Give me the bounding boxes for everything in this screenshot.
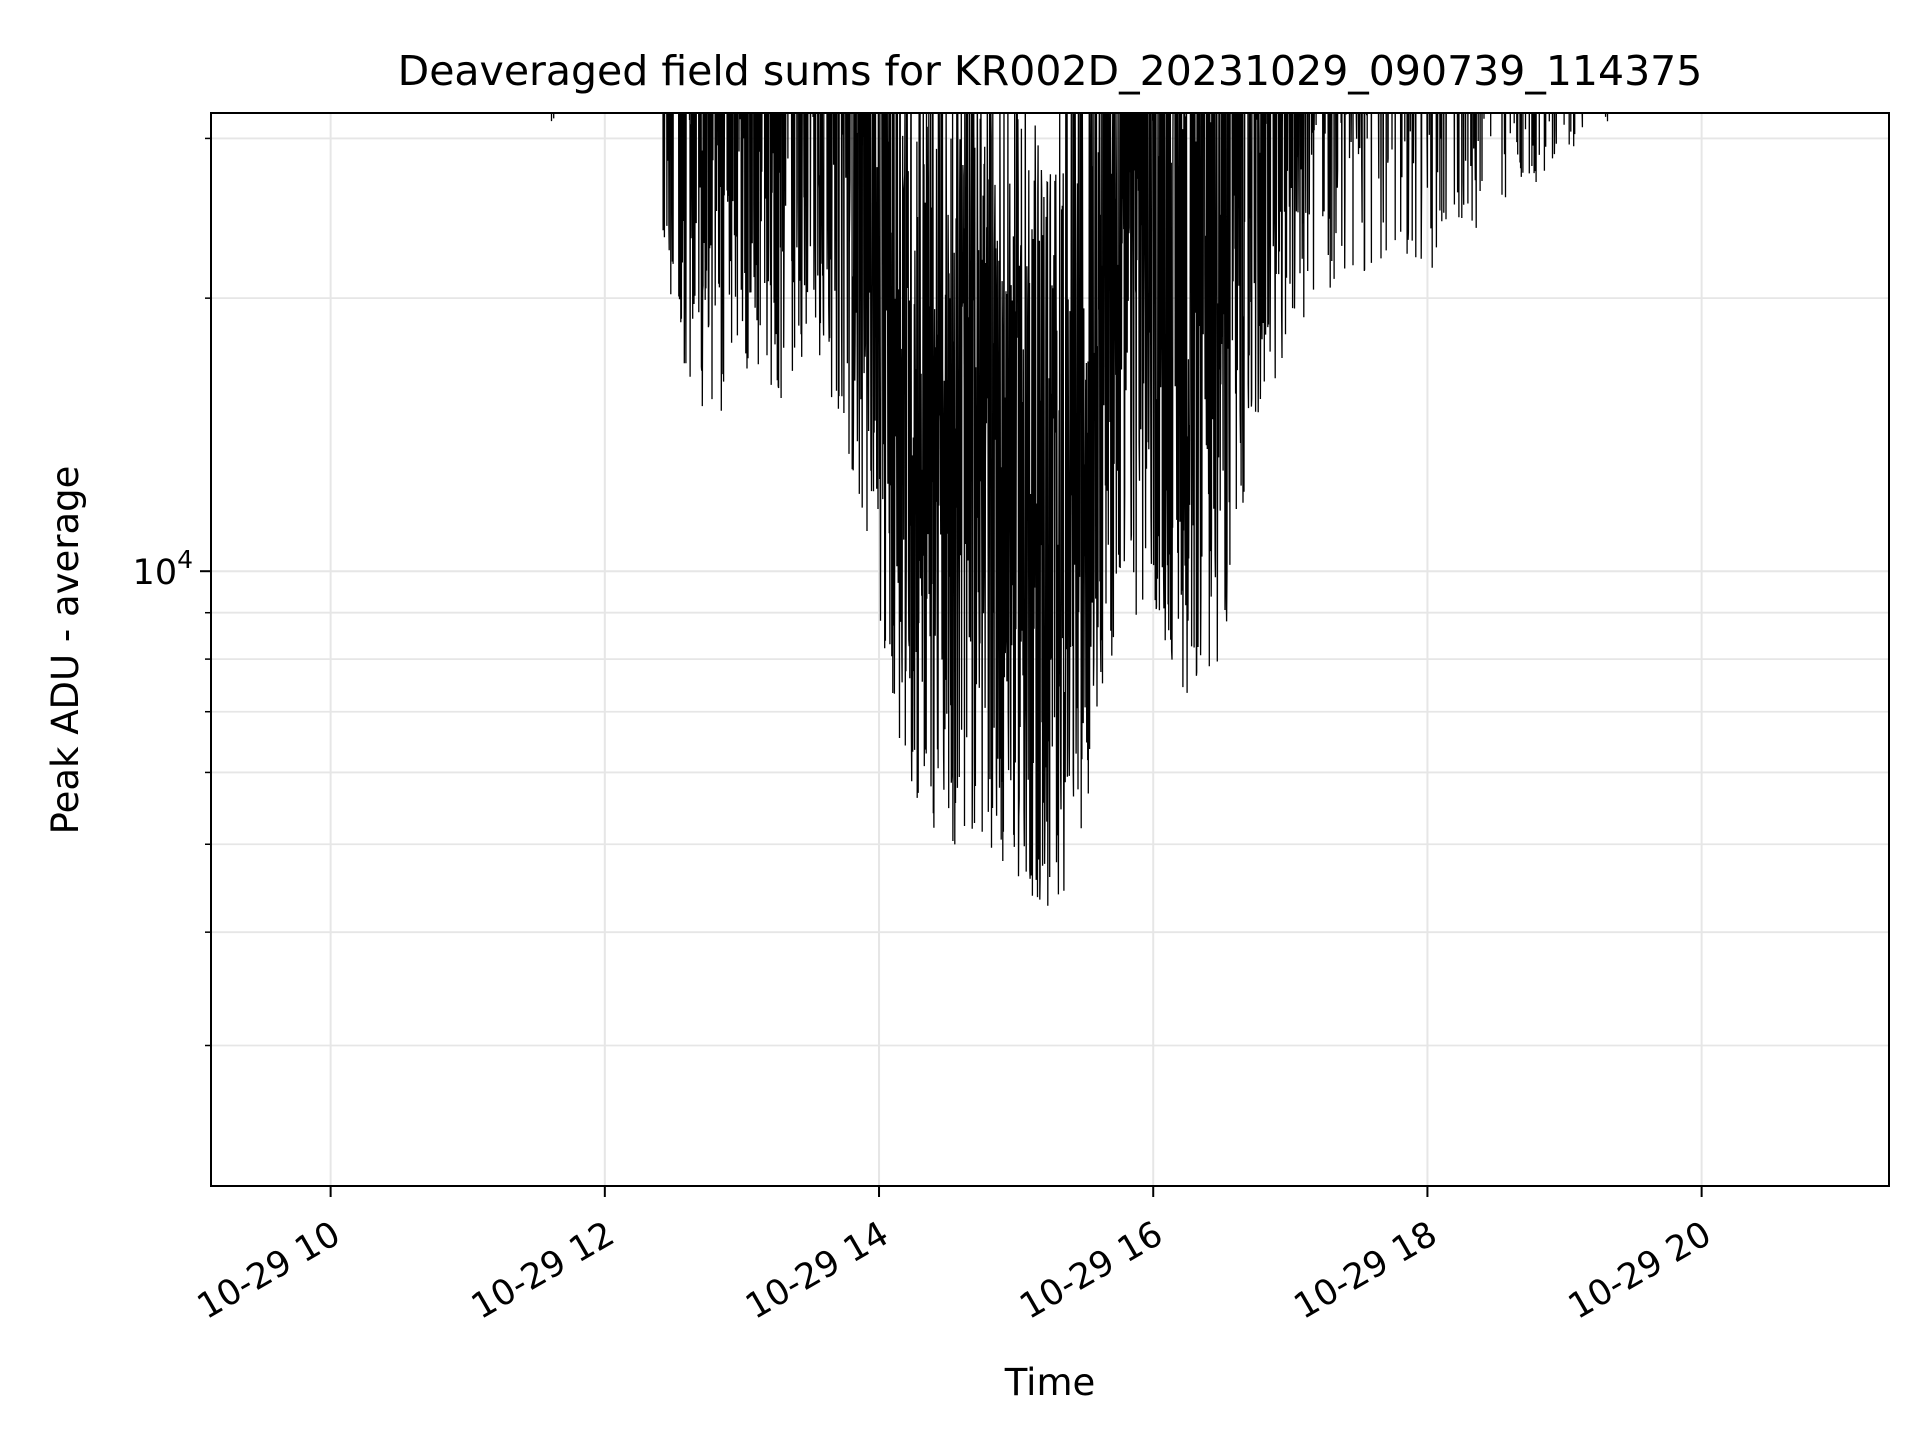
x-axis-label: Time <box>1004 1361 1096 1404</box>
x-tick-label: 10-29 14 <box>739 1214 895 1327</box>
chart-title: Deaveraged field sums for KR002D_2023102… <box>398 47 1703 95</box>
x-tick-label: 10-29 18 <box>1288 1214 1444 1327</box>
y-axis-label: Peak ADU - average <box>44 466 87 835</box>
x-tick-label: 10-29 10 <box>191 1214 347 1327</box>
y-tick-label: 104 <box>133 545 193 593</box>
axes-frame <box>210 112 1890 1187</box>
series-line <box>550 113 1609 906</box>
plot-area <box>550 113 1609 906</box>
x-axis: 10-29 10 10-29 12 10-29 14 10-29 16 10-29 18… <box>191 1186 1718 1327</box>
x-tick-label: 10-29 20 <box>1562 1214 1718 1327</box>
x-tick-label: 10-29 16 <box>1013 1214 1169 1327</box>
x-tick-label: 10-29 12 <box>465 1214 621 1327</box>
y-axis: 104105106107 <box>133 137 211 1047</box>
